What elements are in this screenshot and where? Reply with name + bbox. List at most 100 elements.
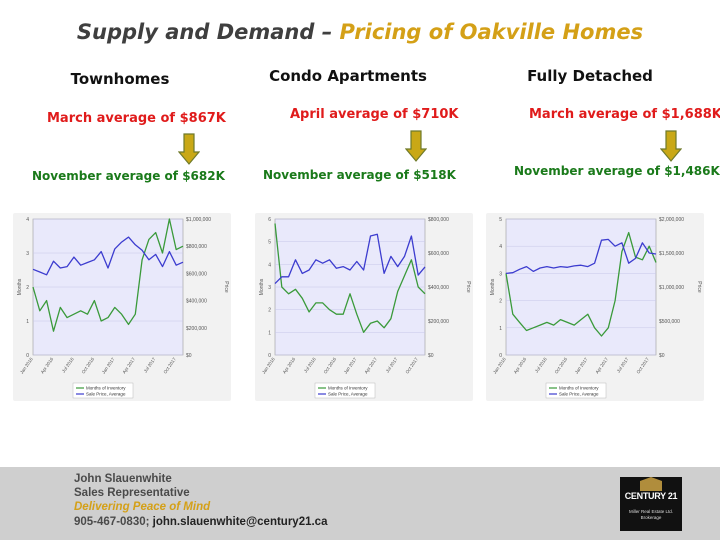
- chart-svg: 0 1 2 3 4 $0 $200,000 $400,000 $600,000 $800,000 $…: [17, 217, 229, 399]
- y-tick-label: 1: [268, 330, 271, 336]
- x-tick-label: Jan 2016: [19, 356, 34, 374]
- x-tick-label: Jul 2017: [616, 356, 630, 373]
- y-axis-label: Months: [490, 278, 496, 295]
- agent-contact: 905-467-0830; john.slauenwhite@century21…: [74, 516, 327, 528]
- x-tick-label: Jan 2016: [261, 356, 276, 374]
- y2-axis-label: Price: [223, 281, 229, 293]
- y-tick-label: 6: [268, 217, 271, 223]
- agent-email[interactable]: john.slauenwhite@century21.ca: [152, 516, 328, 528]
- y-tick-label: 1: [499, 326, 502, 332]
- down-arrow-icon: [660, 130, 682, 162]
- y-tick-label: 4: [499, 244, 502, 250]
- chart-townhomes: 0 1 2 3 4 $0 $200,000 $400,000 $600,000 $800,000 $…: [13, 213, 231, 401]
- legend-label: Months of Inventory: [328, 386, 368, 391]
- agent-slogan: Delivering Peace of Mind: [74, 501, 211, 513]
- series-line-sale-price-average: [505, 238, 657, 275]
- column-heading: Townhomes: [70, 70, 170, 88]
- y2-tick-label: $1,500,000: [659, 251, 684, 257]
- logo-small-text: Miller Real Estate Ltd. Brokerage: [628, 509, 674, 520]
- slide-title: Supply and Demand – Pricing of Oakville …: [0, 20, 720, 44]
- x-tick-label: Apr 2016: [513, 356, 528, 374]
- y2-tick-label: $200,000: [186, 326, 207, 332]
- y-tick-label: 3: [499, 271, 502, 277]
- chart-condo-apartments: 0 1 2 3 4 5 6 $0 $200,000 $400,000 $600,000 $800,00…: [255, 213, 473, 401]
- column-heading: Fully Detached: [527, 67, 653, 85]
- x-tick-label: Jul 2017: [143, 356, 157, 373]
- x-tick-label: Apr 2016: [40, 356, 55, 374]
- title-part2: Pricing of Oakville Homes: [339, 20, 644, 44]
- x-tick-label: Jan 2016: [492, 356, 507, 374]
- y2-tick-label: $800,000: [428, 217, 449, 223]
- x-tick-label: Oct 2017: [162, 356, 177, 374]
- column-townhomes: Townhomes: [0, 62, 240, 88]
- y-tick-label: 3: [26, 251, 29, 257]
- x-tick-label: Jul 2017: [385, 356, 399, 373]
- y-tick-label: 5: [268, 240, 271, 246]
- series-line-months-of-inventory: [274, 223, 426, 333]
- y2-tick-label: $0: [659, 353, 665, 359]
- x-tick-label: Jan 2017: [101, 356, 116, 374]
- x-tick-label: Oct 2017: [404, 356, 419, 374]
- title-part1: Supply and Demand –: [76, 20, 333, 44]
- legend-box: [314, 382, 376, 399]
- y2-tick-label: $500,000: [659, 319, 680, 325]
- x-tick-label: Apr 2017: [122, 356, 137, 374]
- y-tick-label: 0: [499, 353, 502, 359]
- series-line-sale-price-average: [274, 233, 426, 285]
- legend-box: [72, 382, 134, 399]
- legend-label: Sale Price, Average: [328, 392, 368, 397]
- chart-svg: 0 1 2 3 4 5 $0 $500,000 $1,000,000 $1,500,000 $2,0…: [490, 217, 702, 399]
- y2-tick-label: $400,000: [186, 299, 207, 305]
- y-tick-label: 0: [268, 353, 271, 359]
- down-arrow-icon: [178, 133, 200, 165]
- legend-box: [545, 382, 607, 399]
- y2-tick-label: $600,000: [186, 271, 207, 277]
- chart-svg: 0 1 2 3 4 5 6 $0 $200,000 $400,000 $600,000 $800,00…: [259, 217, 471, 399]
- down-arrow-icon: [405, 130, 427, 162]
- bottom-average: November average of $518K: [263, 168, 456, 182]
- bottom-average: November average of $1,486K: [514, 164, 720, 178]
- century21-house-icon: [640, 477, 662, 491]
- series-line-months-of-inventory: [32, 218, 184, 332]
- top-average: March average of $1,688K: [529, 107, 720, 122]
- y2-axis-label: Price: [696, 281, 702, 293]
- century21-logo: CENTURY 21 Miller Real Estate Ltd. Broke…: [620, 477, 682, 531]
- y2-tick-label: $0: [186, 353, 192, 359]
- legend-label: Sale Price, Average: [86, 392, 126, 397]
- chart-fully-detached: 0 1 2 3 4 5 $0 $500,000 $1,000,000 $1,500,000 $2,0…: [486, 213, 704, 401]
- legend-label: Sale Price, Average: [559, 392, 599, 397]
- y2-tick-label: $0: [428, 353, 434, 359]
- y2-axis-label: Price: [465, 281, 471, 293]
- legend-label: Months of Inventory: [86, 386, 126, 391]
- y-tick-label: 5: [499, 217, 502, 223]
- agent-name: John Slauenwhite: [74, 473, 172, 485]
- x-tick-label: Oct 2016: [81, 356, 96, 374]
- x-tick-label: Jul 2016: [534, 356, 548, 373]
- y-axis-label: Months: [259, 278, 265, 295]
- plot-area: [505, 218, 657, 356]
- logo-brand: CENTURY 21: [624, 491, 678, 501]
- legend-label: Months of Inventory: [559, 386, 599, 391]
- x-tick-label: Apr 2016: [282, 356, 297, 374]
- x-tick-label: Apr 2017: [595, 356, 610, 374]
- y-tick-label: 2: [268, 308, 271, 314]
- agent-role: Sales Representative: [74, 487, 190, 499]
- x-tick-label: Oct 2016: [554, 356, 569, 374]
- agent-phone: 905-467-0830;: [74, 516, 150, 528]
- x-tick-label: Oct 2016: [323, 356, 338, 374]
- footer-bar: John Slauenwhite Sales Representative De…: [0, 467, 720, 540]
- column-heading: Condo Apartments: [269, 67, 427, 85]
- column-fully-detached: Fully Detached: [470, 62, 710, 85]
- y2-tick-label: $800,000: [186, 244, 207, 250]
- column-condo-apartments: Condo Apartments: [228, 62, 468, 85]
- series-line-months-of-inventory: [505, 231, 657, 337]
- series-line-sale-price-average: [32, 236, 184, 276]
- y-tick-label: 3: [268, 285, 271, 291]
- bottom-average: November average of $682K: [32, 169, 225, 183]
- y-tick-label: 4: [26, 217, 29, 223]
- x-tick-label: Jan 2017: [343, 356, 358, 374]
- y2-tick-label: $2,000,000: [659, 217, 684, 223]
- x-tick-label: Oct 2017: [635, 356, 650, 374]
- top-average: March average of $867K: [47, 111, 226, 126]
- x-tick-label: Jan 2017: [574, 356, 589, 374]
